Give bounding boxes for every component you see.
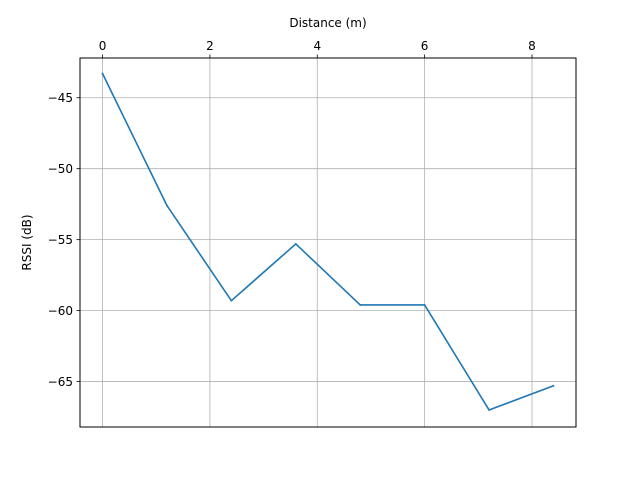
y-tick-label: −55 <box>48 233 73 247</box>
x-tick-label: 8 <box>528 39 536 53</box>
y-axis-ticks: −45 −50 −55 −60 −65 <box>48 91 80 389</box>
data-point <box>488 409 490 411</box>
data-point <box>359 304 362 306</box>
y-tick-label: −60 <box>48 304 73 318</box>
y-axis-label: RSSI (dB) <box>20 214 34 270</box>
y-tick-label: −45 <box>48 91 73 105</box>
data-point <box>552 384 555 387</box>
x-tick-label: 2 <box>206 39 214 53</box>
x-axis-ticks: 0 2 4 6 8 <box>99 39 536 58</box>
grid-lines <box>80 58 576 427</box>
x-tick-label: 0 <box>99 39 107 53</box>
data-point <box>294 243 297 245</box>
y-tick-label: −65 <box>48 375 73 389</box>
plot-frame <box>79 57 577 428</box>
series-line <box>101 72 555 411</box>
data-point <box>101 72 104 75</box>
series-group <box>101 72 555 411</box>
data-point <box>423 304 426 306</box>
x-axis-label: Distance (m) <box>289 16 366 30</box>
data-point <box>230 299 233 302</box>
x-tick-label: 6 <box>421 39 429 53</box>
x-tick-label: 4 <box>313 39 321 53</box>
data-point <box>166 204 168 207</box>
y-tick-label: −50 <box>48 162 73 176</box>
